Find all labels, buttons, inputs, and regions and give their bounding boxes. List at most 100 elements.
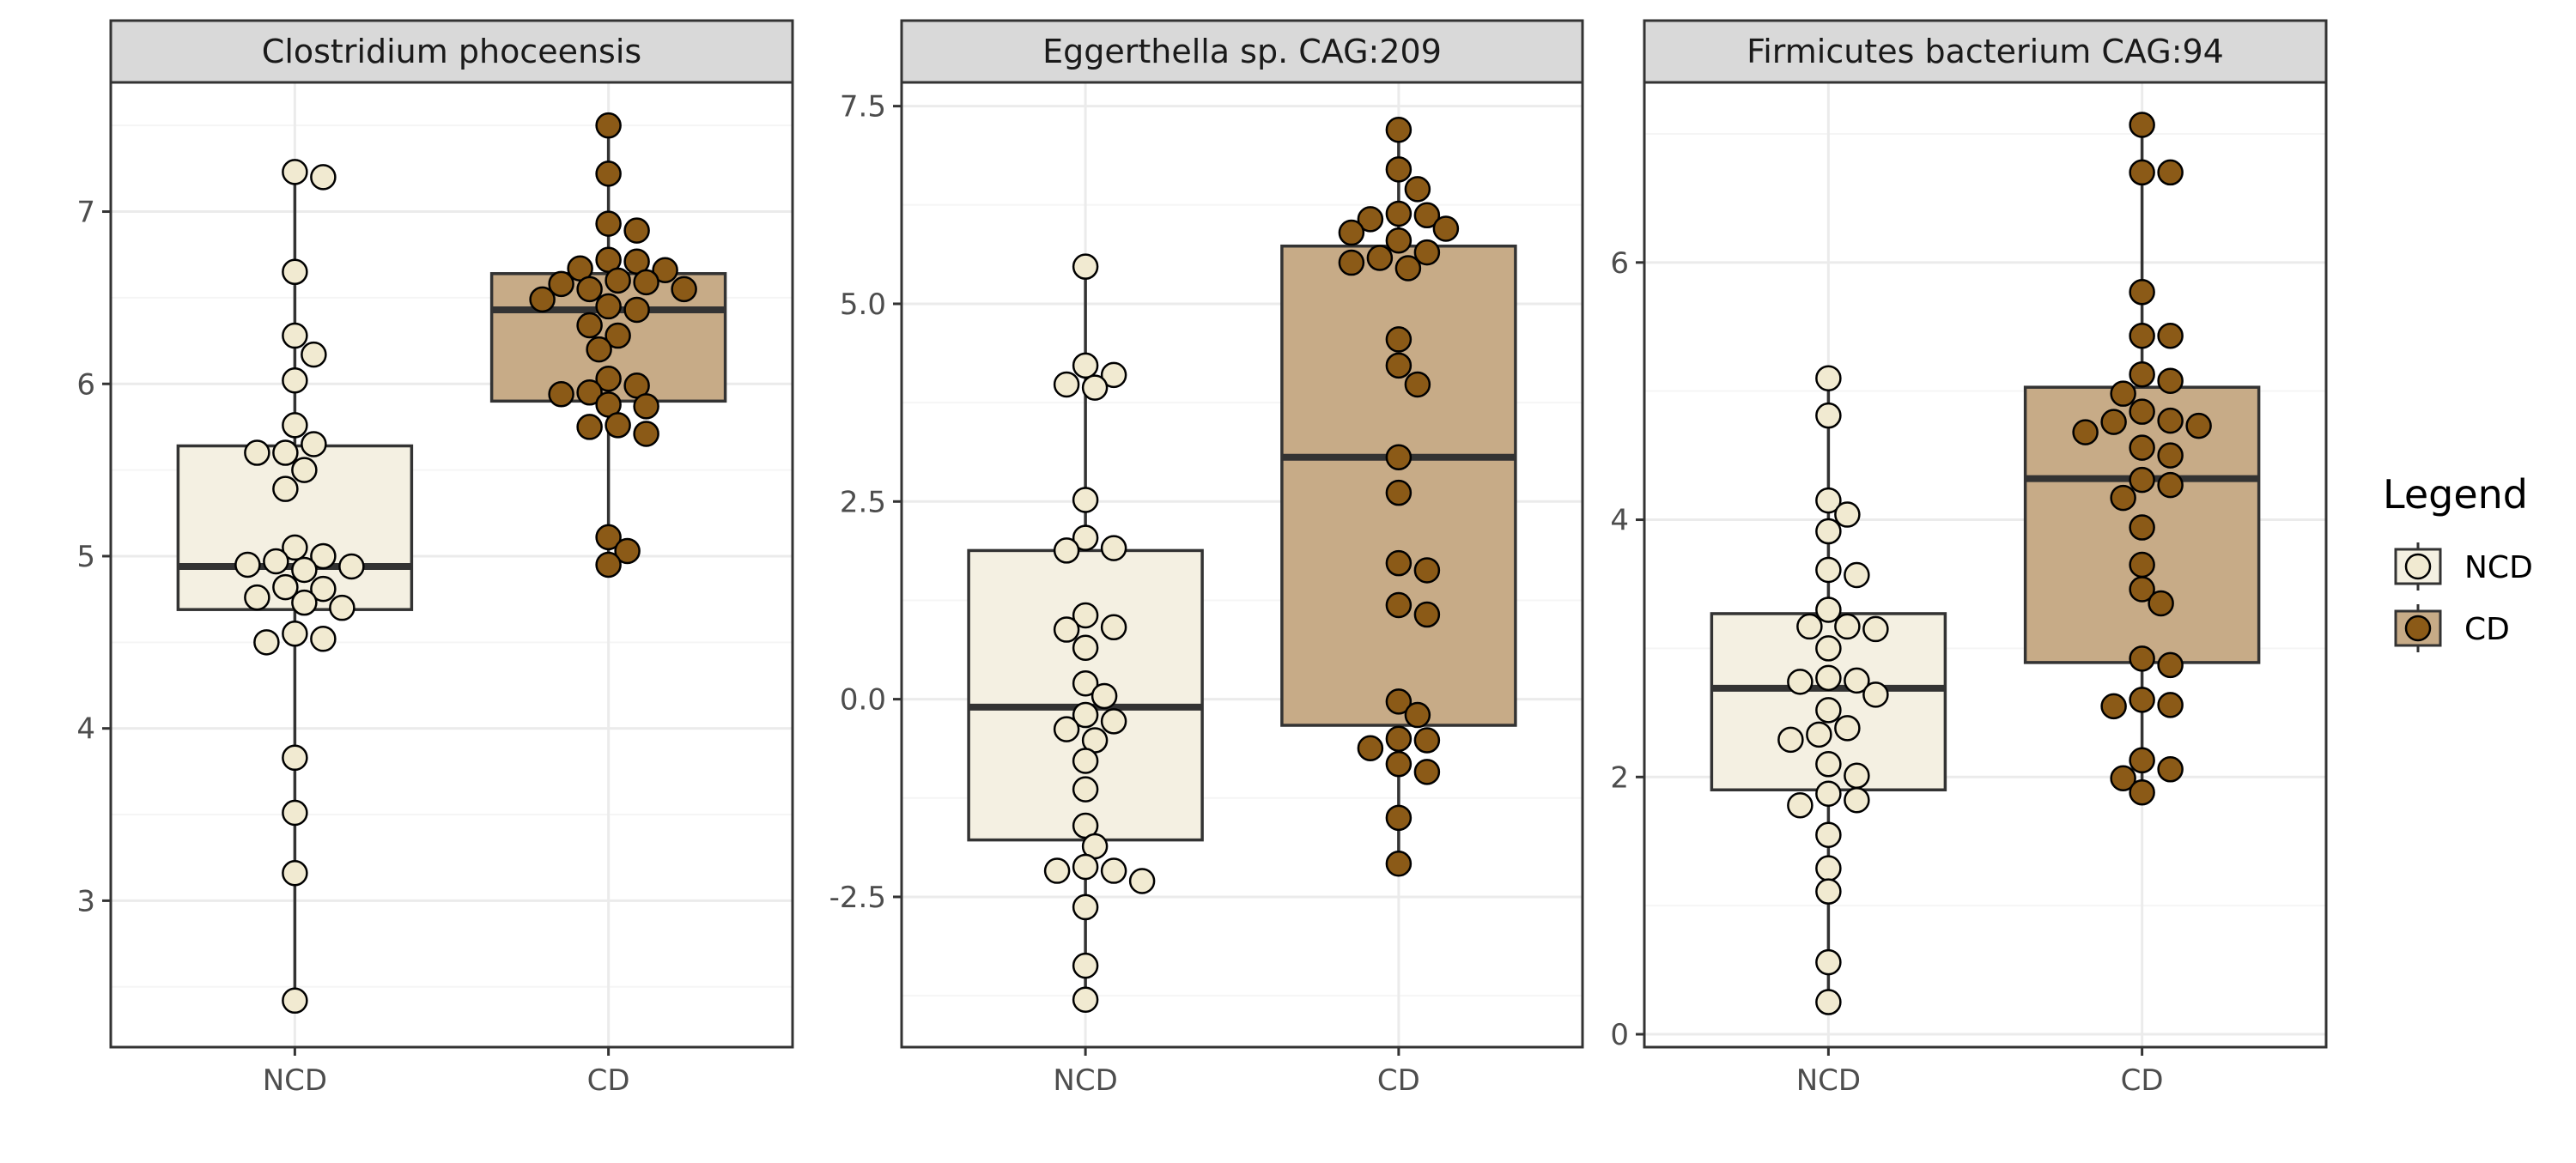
data-point — [1072, 893, 1099, 921]
data-point — [1072, 487, 1099, 513]
data-point — [2110, 765, 2136, 792]
data-point — [1053, 616, 1080, 643]
legend-label: NCD — [2464, 550, 2533, 585]
data-point — [1357, 206, 1384, 233]
y-tick-label: 4 — [1610, 504, 1629, 538]
facet-strip — [1643, 19, 2328, 84]
data-point — [1815, 697, 1842, 724]
data-point — [1338, 249, 1365, 276]
data-point — [2100, 409, 2127, 435]
data-point — [2129, 279, 2155, 306]
data-point — [1366, 245, 1394, 271]
y-tick-label: -2.5 — [829, 881, 886, 915]
data-point — [605, 412, 631, 439]
legend-key-ncd — [2394, 542, 2442, 591]
data-point — [1385, 444, 1413, 470]
data-point — [282, 621, 308, 647]
data-point — [1128, 868, 1156, 894]
data-point — [1413, 239, 1441, 266]
legend-key-point — [2404, 615, 2432, 642]
data-point — [1385, 804, 1413, 832]
data-point — [2157, 322, 2184, 349]
data-point — [282, 860, 308, 887]
x-tick-label: NCD — [1053, 1063, 1117, 1098]
data-point — [2129, 322, 2155, 349]
data-point — [253, 629, 280, 656]
data-point — [1385, 591, 1413, 619]
data-point — [2129, 645, 2155, 672]
data-point — [2129, 112, 2155, 138]
data-point — [1072, 602, 1099, 629]
y-tick-label: 7.5 — [840, 90, 886, 124]
data-point — [244, 584, 270, 611]
data-point — [1385, 688, 1413, 715]
data-point — [1815, 878, 1842, 905]
data-point — [2129, 360, 2155, 388]
data-point — [1072, 253, 1099, 280]
data-point — [2157, 692, 2184, 718]
data-point — [282, 258, 308, 286]
data-point — [1100, 857, 1127, 884]
data-point — [586, 336, 612, 363]
data-point — [576, 379, 603, 406]
data-point — [282, 366, 308, 394]
data-point — [282, 159, 308, 185]
data-point — [1385, 750, 1413, 778]
data-point — [671, 276, 697, 303]
data-point — [1100, 361, 1127, 389]
data-point — [1385, 227, 1413, 254]
y-tick-label: 2 — [1610, 760, 1629, 795]
data-point — [310, 164, 337, 191]
data-point — [263, 548, 289, 575]
data-point — [282, 534, 308, 561]
data-point — [623, 217, 650, 244]
data-point — [1072, 776, 1099, 803]
data-point — [1413, 202, 1441, 229]
data-point — [1100, 708, 1127, 735]
data-point — [1043, 857, 1071, 884]
x-tick-label: CD — [587, 1063, 630, 1098]
data-point — [633, 393, 659, 420]
data-point — [1815, 989, 1842, 1015]
data-point — [1815, 402, 1842, 429]
legend-key-cd — [2394, 604, 2442, 652]
data-point — [1053, 716, 1080, 742]
data-point — [244, 439, 270, 466]
data-point — [1834, 715, 1861, 742]
data-point — [1053, 537, 1080, 564]
data-point — [291, 589, 318, 616]
data-point — [2129, 466, 2155, 494]
data-point — [310, 542, 337, 570]
data-point — [576, 312, 603, 339]
data-point — [310, 626, 337, 652]
data-point — [282, 322, 308, 349]
data-point — [2157, 367, 2184, 394]
y-tick-label: 6 — [1610, 246, 1629, 281]
data-point — [1413, 727, 1441, 754]
data-point — [1815, 487, 1842, 514]
data-point — [633, 421, 659, 447]
data-point — [1338, 219, 1365, 246]
data-point — [1385, 725, 1413, 752]
data-point — [2129, 434, 2155, 461]
data-point — [1844, 561, 1870, 589]
data-point — [595, 365, 622, 392]
data-point — [1072, 952, 1099, 979]
data-point — [234, 551, 261, 578]
data-point — [1815, 597, 1842, 623]
facet-title: Eggerthella sp. CAG:209 — [1042, 33, 1442, 70]
data-point — [2157, 442, 2184, 469]
facet-panel-3: Firmicutes bacterium CAG:94 0 2 4 6 NCD CD — [1610, 19, 2328, 1098]
data-point — [1072, 853, 1099, 881]
y-tick-label: 6 — [76, 367, 95, 402]
y-tick-label: 3 — [76, 884, 95, 918]
y-tick-label: 0 — [1610, 1018, 1629, 1052]
data-point — [291, 556, 318, 584]
data-point — [1404, 701, 1431, 729]
data-point — [301, 431, 327, 457]
data-point — [1081, 374, 1109, 401]
data-point — [2157, 651, 2184, 679]
data-point — [2157, 756, 2184, 783]
data-point — [1394, 255, 1422, 282]
